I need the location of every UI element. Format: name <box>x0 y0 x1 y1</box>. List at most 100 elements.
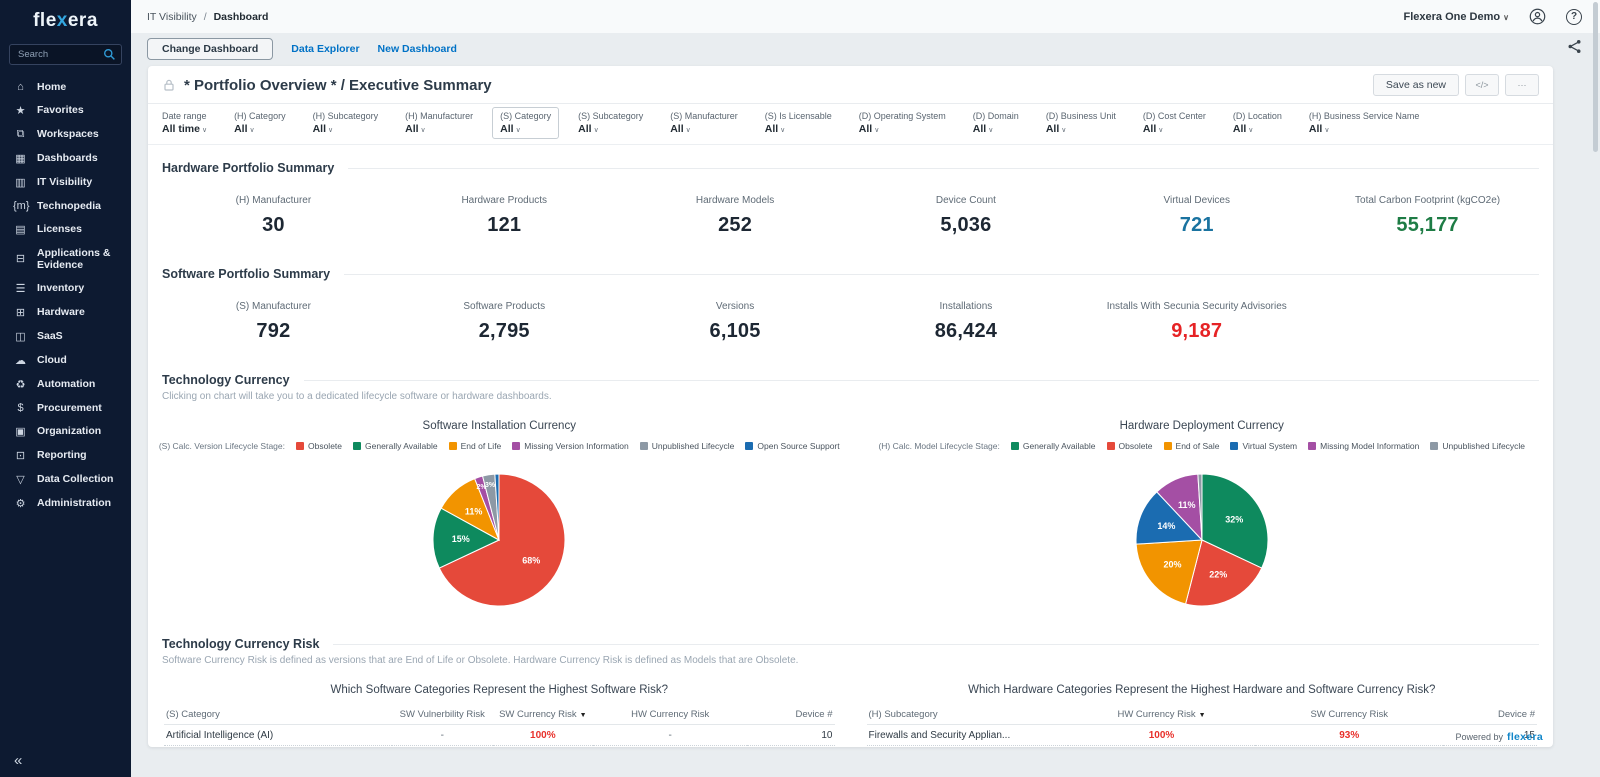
column-header-s-category[interactable]: (S) Category <box>164 705 392 725</box>
sort-desc-icon: ▼ <box>1199 712 1206 719</box>
reporting-icon: ⊡ <box>13 449 28 462</box>
legend-item-end-of-sale[interactable]: End of Sale <box>1164 441 1220 451</box>
sidebar-item-applications-evidence[interactable]: ⊟Applications & Evidence <box>0 241 131 276</box>
sidebar-item-licenses[interactable]: ▤Licenses <box>0 217 131 241</box>
legend-item-obsolete[interactable]: Obsolete <box>1107 441 1153 451</box>
pie: 32%22%20%14%11% <box>851 465 1554 615</box>
metric-label: Total Carbon Footprint (kgCO2e) <box>1312 195 1543 206</box>
legend-item-obsolete[interactable]: Obsolete <box>296 441 342 451</box>
user-icon[interactable] <box>1529 8 1546 25</box>
legend-item-generally-available[interactable]: Generally Available <box>353 441 438 451</box>
inventory-icon: ☰ <box>13 282 28 295</box>
section-title: Technology Currency <box>162 373 290 387</box>
sidebar-collapse-button[interactable]: « <box>0 744 131 777</box>
legend-item-virtual-system[interactable]: Virtual System <box>1230 441 1297 451</box>
filter-s-manufacturer[interactable]: (S) ManufacturerAll∨ <box>670 111 738 135</box>
metric-label: Hardware Products <box>389 195 620 206</box>
filter-s-is-licensable[interactable]: (S) Is LicensableAll∨ <box>765 111 832 135</box>
metric-value: 55,177 <box>1312 214 1543 237</box>
legend-item-generally-available[interactable]: Generally Available <box>1011 441 1096 451</box>
column-header-device[interactable]: Device # <box>747 705 834 725</box>
filter-s-category[interactable]: (S) CategoryAll∨ <box>492 107 559 139</box>
table-row[interactable]: Customer Relationship Manage...-100%6.3%… <box>164 746 835 748</box>
column-header-sw-currency-risk[interactable]: SW Currency Risk <box>1255 705 1443 725</box>
sidebar-item-dashboards[interactable]: ▦Dashboards <box>0 146 131 170</box>
filter-value: All∨ <box>405 123 473 135</box>
hardware-risk-table: Which Hardware Categories Represent the … <box>851 668 1554 747</box>
legend-item-missing-model-information[interactable]: Missing Model Information <box>1308 441 1419 451</box>
sidebar-item-reporting[interactable]: ⊡Reporting <box>0 443 131 467</box>
filter-value: All∨ <box>234 123 286 135</box>
table-row[interactable]: Unclassified Network Equipm...100%-3 <box>867 746 1538 748</box>
filter-label: (H) Business Service Name <box>1309 111 1420 121</box>
sidebar-item-favorites[interactable]: ★Favorites <box>0 98 131 122</box>
legend-item-unpublished-lifecycle[interactable]: Unpublished Lifecycle <box>1430 441 1525 451</box>
column-header-device[interactable]: Device # <box>1443 705 1537 725</box>
sidebar-item-inventory[interactable]: ☰Inventory <box>0 276 131 300</box>
section-technology-currency-risk: Technology Currency Risk <box>162 637 1539 651</box>
metric-total-carbon-footprint-kgco2e: Total Carbon Footprint (kgCO2e) 55,177 <box>1312 195 1543 237</box>
column-header-sw-vulnerbility-risk[interactable]: SW Vulnerbility Risk <box>392 705 493 725</box>
legend-swatch <box>745 442 753 450</box>
share-icon[interactable] <box>1567 39 1582 59</box>
filter-h-manufacturer[interactable]: (H) ManufacturerAll∨ <box>405 111 473 135</box>
column-header-hw-currency-risk[interactable]: HW Currency Risk▼ <box>1068 705 1256 725</box>
legend-item-missing-version-information[interactable]: Missing Version Information <box>512 441 628 451</box>
filter-d-location[interactable]: (D) LocationAll∨ <box>1233 111 1282 135</box>
metric-label: (H) Manufacturer <box>158 195 389 206</box>
help-icon[interactable]: ? <box>1566 9 1582 25</box>
filter-h-category[interactable]: (H) CategoryAll∨ <box>234 111 286 135</box>
change-dashboard-button[interactable]: Change Dashboard <box>147 38 273 60</box>
filter-s-subcategory[interactable]: (S) SubcategoryAll∨ <box>578 111 643 135</box>
sidebar-item-label: Procurement <box>37 402 102 414</box>
sidebar-item-administration[interactable]: ⚙Administration <box>0 491 131 515</box>
column-header-sw-currency-risk[interactable]: SW Currency Risk▼ <box>493 705 594 725</box>
table-row[interactable]: Firewalls and Security Applian...100%93%… <box>867 725 1538 746</box>
sidebar-item-technopedia[interactable]: {m}Technopedia <box>0 194 131 217</box>
sidebar-item-data-collection[interactable]: ▽Data Collection <box>0 467 131 491</box>
pie: 68%15%11%2%3% <box>148 465 851 615</box>
filter-d-cost-center[interactable]: (D) Cost CenterAll∨ <box>1143 111 1206 135</box>
legend-label: Generally Available <box>365 441 438 451</box>
filter-h-business-service-name[interactable]: (H) Business Service NameAll∨ <box>1309 111 1420 135</box>
sidebar-item-hardware[interactable]: ⊞Hardware <box>0 300 131 324</box>
filter-h-subcategory[interactable]: (H) SubcategoryAll∨ <box>313 111 379 135</box>
table-row[interactable]: Artificial Intelligence (AI)-100%-10 <box>164 725 835 746</box>
filter-d-business-unit[interactable]: (D) Business UnitAll∨ <box>1046 111 1116 135</box>
lock-icon <box>162 78 176 92</box>
column-header-h-subcategory[interactable]: (H) Subcategory <box>867 705 1068 725</box>
filter-d-domain[interactable]: (D) DomainAll∨ <box>973 111 1019 135</box>
table-cell: 100% <box>1068 746 1256 748</box>
sort-desc-icon: ▼ <box>580 712 587 719</box>
legend-item-unpublished-lifecycle[interactable]: Unpublished Lifecycle <box>640 441 735 451</box>
column-header-hw-currency-risk[interactable]: HW Currency Risk <box>593 705 747 725</box>
new-dashboard-link[interactable]: New Dashboard <box>378 43 457 55</box>
breadcrumb-section[interactable]: IT Visibility <box>147 11 197 23</box>
sidebar-item-saas[interactable]: ◫SaaS <box>0 324 131 348</box>
chevron-down-icon: ∨ <box>1503 13 1509 22</box>
data-explorer-link[interactable]: Data Explorer <box>291 43 359 55</box>
sidebar-item-automation[interactable]: ♻Automation <box>0 372 131 396</box>
legend-item-end-of-life[interactable]: End of Life <box>449 441 502 451</box>
filter-d-operating-system[interactable]: (D) Operating SystemAll∨ <box>859 111 946 135</box>
sidebar-item-label: Home <box>37 81 66 93</box>
embed-code-button[interactable]: </> <box>1465 74 1499 96</box>
scrollbar-thumb[interactable] <box>1593 2 1598 152</box>
account-menu[interactable]: Flexera One Demo ∨ <box>1403 11 1509 23</box>
legend-item-open-source-support[interactable]: Open Source Support <box>745 441 839 451</box>
sidebar-item-it-visibility[interactable]: ▥IT Visibility <box>0 170 131 194</box>
filter-value: All∨ <box>1143 123 1206 135</box>
sidebar-item-cloud[interactable]: ☁Cloud <box>0 348 131 372</box>
save-as-new-button[interactable]: Save as new <box>1373 74 1459 96</box>
sidebar-item-organization[interactable]: ▣Organization <box>0 419 131 443</box>
table-cell: 100% <box>493 746 594 748</box>
metric-value: 2,795 <box>389 320 620 343</box>
sidebar-item-procurement[interactable]: $Procurement <box>0 396 131 419</box>
scrollbar[interactable] <box>1593 0 1599 777</box>
filter-date-range[interactable]: Date rangeAll time∨ <box>162 111 207 135</box>
more-options-button[interactable]: ··· <box>1505 74 1539 96</box>
sidebar-item-workspaces[interactable]: ⧉Workspaces <box>0 122 131 146</box>
sidebar-item-home[interactable]: ⌂Home <box>0 75 131 98</box>
legend-swatch <box>1430 442 1438 450</box>
legend-prefix: (S) Calc. Version Lifecycle Stage: <box>159 441 285 451</box>
